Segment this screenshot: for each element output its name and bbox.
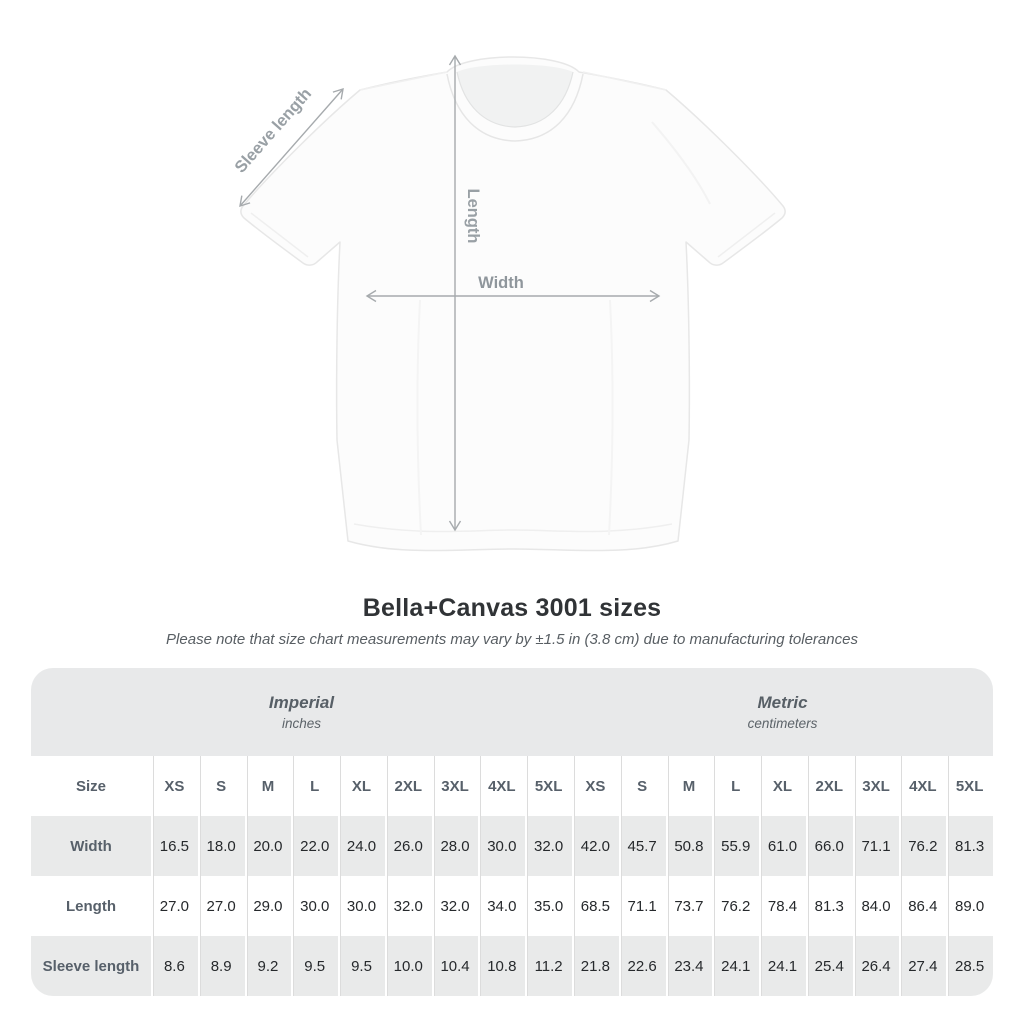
row-label: Length <box>31 876 151 936</box>
size-col-header: XL <box>338 756 385 816</box>
measurement-cell-imperial: 16.5 <box>151 816 198 876</box>
size-col-header: 5XL <box>946 756 993 816</box>
measurement-cell-metric: 61.0 <box>759 816 806 876</box>
measurement-cell-metric: 66.0 <box>805 816 853 876</box>
measurement-cell-imperial: 32.0 <box>525 816 572 876</box>
measurement-cell-metric: 71.1 <box>618 876 666 936</box>
size-corner-header: Size <box>31 756 151 816</box>
unit-group-imperial: Imperial inches <box>31 668 572 756</box>
row-label: Sleeve length <box>31 936 151 996</box>
measurement-cell-metric: 28.5 <box>946 936 993 996</box>
unit-group-title: Metric <box>757 693 808 712</box>
measurement-cell-imperial: 35.0 <box>525 876 572 936</box>
measurement-cell-metric: 23.4 <box>665 936 713 996</box>
measurement-cell-imperial: 30.0 <box>478 816 526 876</box>
measurement-cell-imperial: 32.0 <box>431 876 479 936</box>
tolerance-note: Please note that size chart measurements… <box>166 631 858 648</box>
measurement-cell-metric: 25.4 <box>805 936 853 996</box>
measurement-cell-imperial: 8.9 <box>197 936 245 996</box>
row-label: Width <box>31 816 151 876</box>
measurement-cell-metric: 21.8 <box>572 936 619 996</box>
width-label: Width <box>478 274 524 292</box>
size-col-header: XS <box>572 756 619 816</box>
measurement-cell-metric: 26.4 <box>852 936 900 996</box>
measurement-cell-imperial: 30.0 <box>338 876 385 936</box>
measurement-cell-imperial: 9.2 <box>244 936 292 996</box>
measurement-cell-imperial: 32.0 <box>384 876 432 936</box>
measurement-cell-metric: 81.3 <box>805 876 853 936</box>
tshirt-figure: Sleeve length Length Width <box>231 54 786 552</box>
measurement-cell-imperial: 26.0 <box>384 816 432 876</box>
size-table: Imperial inches Metric centimeters Size XS S M L… <box>31 668 993 996</box>
measurement-cell-imperial: 10.4 <box>431 936 479 996</box>
size-col-header: 2XL <box>384 756 432 816</box>
measurement-cell-metric: 76.2 <box>712 876 760 936</box>
measurement-cell-metric: 78.4 <box>759 876 806 936</box>
measurement-cell-metric: 89.0 <box>946 876 993 936</box>
size-col-header: S <box>618 756 666 816</box>
measurement-cell-metric: 24.1 <box>759 936 806 996</box>
size-col-header: 3XL <box>852 756 900 816</box>
measurement-cell-imperial: 34.0 <box>478 876 526 936</box>
size-col-header: M <box>244 756 292 816</box>
size-col-header: S <box>197 756 245 816</box>
measurement-cell-imperial: 10.0 <box>384 936 432 996</box>
measurement-cell-imperial: 27.0 <box>151 876 198 936</box>
size-col-header: L <box>712 756 760 816</box>
dimension-arrows <box>239 54 661 532</box>
sleeve-length-arrow <box>239 88 344 207</box>
tshirt-diagram: Sleeve length Length Width <box>231 54 786 552</box>
measurement-cell-imperial: 9.5 <box>291 936 339 996</box>
measurement-cell-imperial: 20.0 <box>244 816 292 876</box>
measurement-cell-imperial: 10.8 <box>478 936 526 996</box>
measurement-cell-metric: 84.0 <box>852 876 900 936</box>
size-col-header: L <box>291 756 339 816</box>
measurement-cell-imperial: 18.0 <box>197 816 245 876</box>
measurement-cell-metric: 42.0 <box>572 816 619 876</box>
measurement-cell-imperial: 30.0 <box>291 876 339 936</box>
size-col-header: 2XL <box>805 756 853 816</box>
measurement-cell-imperial: 29.0 <box>244 876 292 936</box>
measurement-cell-metric: 24.1 <box>712 936 760 996</box>
unit-group-unit: inches <box>281 716 322 731</box>
measurement-cell-metric: 76.2 <box>899 816 947 876</box>
unit-group-unit: centimeters <box>747 716 818 731</box>
measurement-cell-metric: 68.5 <box>572 876 619 936</box>
size-col-header: 5XL <box>525 756 572 816</box>
measurement-cell-imperial: 22.0 <box>291 816 339 876</box>
measurement-cell-metric: 22.6 <box>618 936 666 996</box>
measurement-cell-imperial: 24.0 <box>338 816 385 876</box>
measurement-cell-metric: 73.7 <box>665 876 713 936</box>
tshirt-graphic <box>240 56 786 552</box>
measurement-cell-metric: 86.4 <box>899 876 947 936</box>
measurement-cell-metric: 45.7 <box>618 816 666 876</box>
length-label: Length <box>464 189 482 244</box>
measurement-cell-imperial: 11.2 <box>525 936 572 996</box>
size-col-header: 4XL <box>478 756 526 816</box>
size-col-header: 4XL <box>899 756 947 816</box>
size-col-header: 3XL <box>431 756 479 816</box>
measurement-cell-metric: 50.8 <box>665 816 713 876</box>
size-col-header: XL <box>759 756 806 816</box>
measurement-cell-metric: 81.3 <box>946 816 993 876</box>
measurement-cell-imperial: 28.0 <box>431 816 479 876</box>
page-title: Bella+Canvas 3001 sizes <box>362 594 662 622</box>
measurement-cell-imperial: 27.0 <box>197 876 245 936</box>
measurement-cell-imperial: 8.6 <box>151 936 198 996</box>
unit-group-metric: Metric centimeters <box>572 668 993 756</box>
unit-group-title: Imperial <box>268 693 335 712</box>
size-col-header: XS <box>151 756 198 816</box>
measurement-cell-imperial: 9.5 <box>338 936 385 996</box>
size-col-header: M <box>665 756 713 816</box>
measurement-cell-metric: 55.9 <box>712 816 760 876</box>
measurement-cell-metric: 71.1 <box>852 816 900 876</box>
measurement-cell-metric: 27.4 <box>899 936 947 996</box>
